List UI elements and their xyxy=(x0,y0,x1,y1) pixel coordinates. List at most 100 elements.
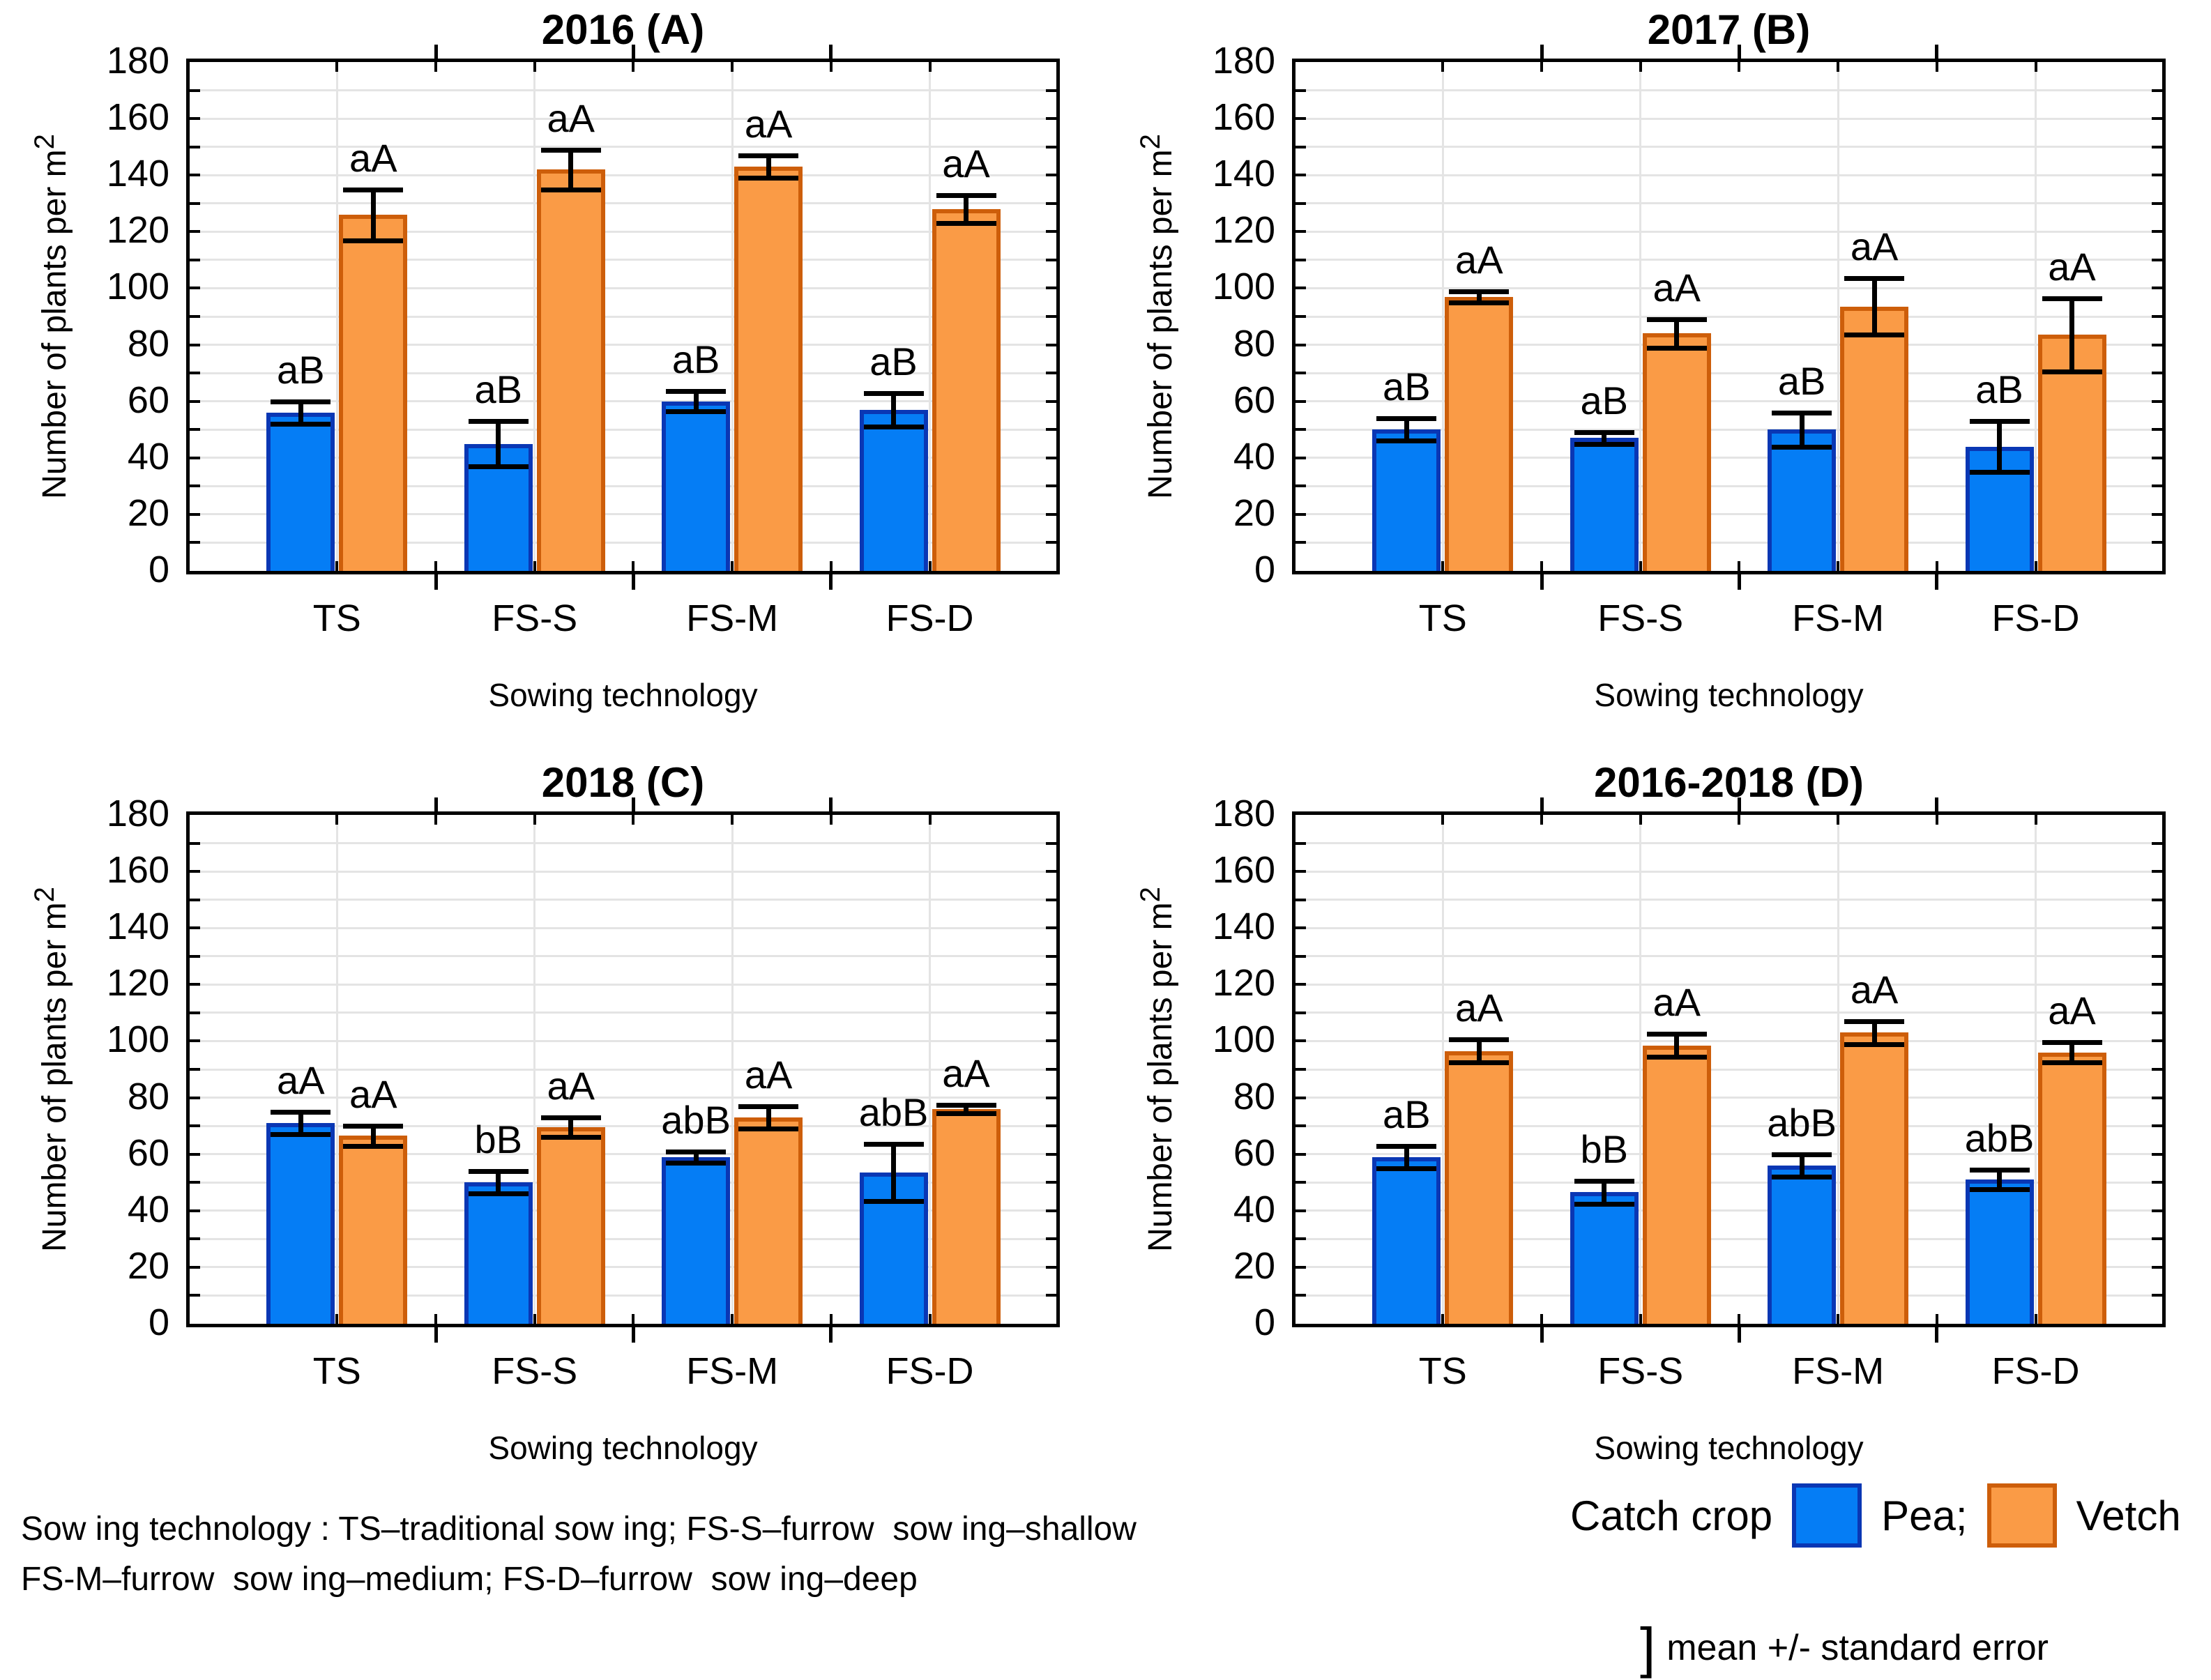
sig-label: aB xyxy=(1580,379,1628,423)
h-gridline xyxy=(1296,870,2162,873)
y-tick-label: 100 xyxy=(106,266,169,308)
error-bar-line xyxy=(766,155,771,178)
h-gridline xyxy=(190,457,1056,459)
x-tick-inner-bottom xyxy=(533,561,536,571)
y-tick-left xyxy=(1296,174,1306,177)
y-tick-label: 180 xyxy=(106,793,169,834)
sig-label: aB xyxy=(869,339,918,383)
error-bar-cap-top xyxy=(1376,416,1437,421)
y-tick-left xyxy=(190,1294,200,1297)
error-bar-cap-top xyxy=(468,419,529,425)
h-gridline xyxy=(190,230,1056,233)
y-tick-label: 80 xyxy=(127,1075,169,1117)
h-gridline xyxy=(1296,541,2162,544)
error-bar-cap-bottom xyxy=(1969,1187,2030,1193)
sig-label: aA xyxy=(744,1052,793,1097)
x-tick-inner-bottom xyxy=(829,1314,833,1324)
h-gridline xyxy=(190,484,1056,487)
y-tick-right xyxy=(1046,258,1056,261)
bar-vetch-FS-D xyxy=(932,1108,1001,1324)
y-tick-right xyxy=(2152,1265,2162,1269)
error-bar-cap-bottom xyxy=(1574,441,1634,447)
h-gridline xyxy=(1296,372,2162,374)
error-bar-line xyxy=(1404,1145,1409,1168)
plot-frame: aB aB aB aB aA aA aA aA xyxy=(186,59,1060,574)
x-tick-inner-bottom xyxy=(632,561,635,571)
y-tick-label: 40 xyxy=(1233,1188,1275,1230)
error-bar-cap-top xyxy=(738,1104,799,1109)
bar-pea-FS-M xyxy=(662,401,731,571)
error-bar-line xyxy=(370,1126,376,1146)
y-tick-right xyxy=(1046,1209,1056,1212)
error-bar-cap-top xyxy=(738,153,799,158)
x-tick-inner-top xyxy=(1738,815,1741,825)
y-tick-left xyxy=(190,954,200,958)
y-tick-left xyxy=(190,456,200,459)
bar-pea-FS-M xyxy=(1768,1165,1837,1324)
h-gridline xyxy=(1296,1181,2162,1184)
y-tick-left xyxy=(1296,954,1306,958)
error-bar-cap-top xyxy=(540,1115,601,1120)
v-gridline xyxy=(1441,62,1444,571)
error-bar-cap-bottom xyxy=(936,221,996,227)
y-tick-label: 140 xyxy=(106,906,169,948)
y-tick-left xyxy=(190,1209,200,1212)
y-tick-right xyxy=(2152,898,2162,901)
y-tick-right xyxy=(1046,484,1056,488)
legend-title: Catch crop xyxy=(1570,1492,1773,1539)
h-gridline xyxy=(190,955,1056,958)
sig-label: bB xyxy=(474,1117,522,1161)
legend-label-pea: Pea; xyxy=(1881,1492,1968,1539)
y-tick-right xyxy=(1046,1039,1056,1043)
x-axis-label: Sowing technology xyxy=(1594,677,1864,713)
x-tick-inner-top xyxy=(731,815,734,825)
error-bar-line xyxy=(1799,1154,1804,1177)
v-gridline xyxy=(929,62,932,571)
y-tick-label: 40 xyxy=(127,435,169,478)
bar-pea-TS xyxy=(1372,429,1441,571)
y-tick-left xyxy=(1296,1124,1306,1128)
error-bar-cap-top xyxy=(271,399,331,404)
y-tick-label: 80 xyxy=(127,322,169,365)
sig-label: aA xyxy=(942,141,990,185)
h-gridline xyxy=(1296,230,2162,233)
h-gridline xyxy=(190,146,1056,148)
h-gridline xyxy=(190,1266,1056,1269)
y-tick-left xyxy=(1296,1209,1306,1212)
bar-vetch-FS-S xyxy=(1642,333,1711,571)
h-gridline xyxy=(1296,983,2162,986)
error-bar-cap-top xyxy=(1969,1167,2030,1173)
sig-label: abB xyxy=(1767,1100,1837,1145)
y-tick-left xyxy=(1296,870,1306,873)
error-bar-cap-bottom xyxy=(738,1127,799,1132)
x-tick-outer-bottom xyxy=(1540,1327,1544,1343)
y-tick-right xyxy=(1046,89,1056,92)
sig-label: aA xyxy=(1850,968,1899,1012)
error-bar-line xyxy=(1871,1021,1877,1044)
error-bar-line xyxy=(766,1106,771,1129)
x-tick-inner-top xyxy=(928,62,932,72)
y-tick-label: 100 xyxy=(106,1018,169,1061)
error-bar-cap-bottom xyxy=(1376,438,1437,444)
y-tick-label: 140 xyxy=(106,153,169,195)
error-bar-line xyxy=(1997,1169,2003,1190)
y-tick-right xyxy=(1046,201,1056,205)
y-tick-right xyxy=(2152,1181,2162,1184)
x-axis-label: Sowing technology xyxy=(488,1430,758,1466)
y-tick-left xyxy=(190,1068,200,1071)
legend-swatch-pea xyxy=(1792,1483,1862,1548)
y-tick-right xyxy=(2152,89,2162,92)
error-bar-cap-top xyxy=(666,1149,727,1154)
bar-vetch-TS xyxy=(339,215,408,571)
sig-label: aB xyxy=(1777,358,1826,403)
sig-label: abB xyxy=(1964,1115,2035,1160)
x-tick-inner-top xyxy=(533,815,536,825)
y-tick-left xyxy=(1296,258,1306,261)
legend: Catch crop Pea; Vetch xyxy=(1570,1483,2181,1548)
x-tick-inner-bottom xyxy=(1441,561,1445,571)
y-tick-label: 60 xyxy=(1233,1131,1275,1174)
sig-label: aB xyxy=(474,367,522,412)
v-gridline xyxy=(731,62,734,571)
bar-vetch-FS-M xyxy=(1840,306,1909,571)
error-bar-line xyxy=(568,1117,574,1138)
